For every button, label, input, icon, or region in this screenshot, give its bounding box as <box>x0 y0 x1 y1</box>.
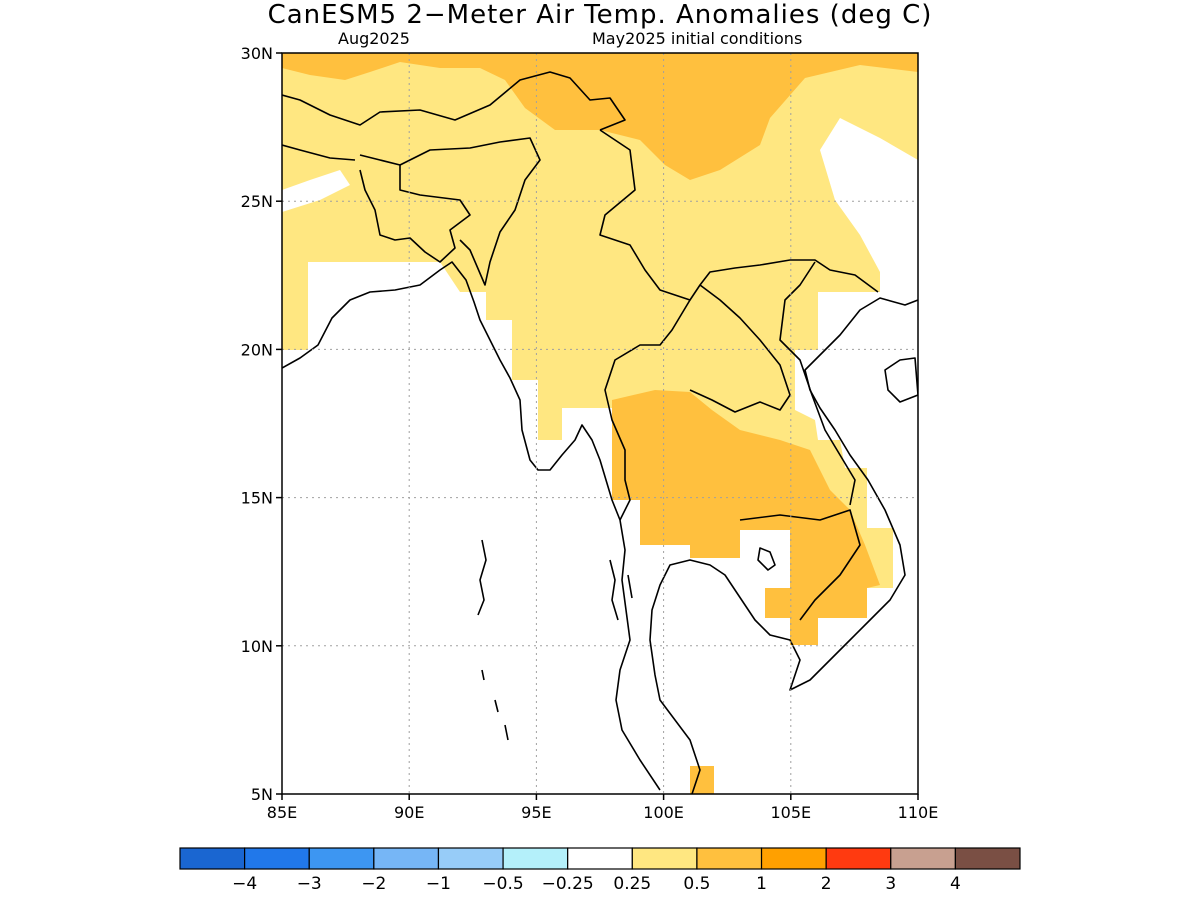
nicobar-islands <box>481 669 509 741</box>
border-myanmar-east <box>599 129 879 301</box>
tonle-sap <box>757 547 776 571</box>
colorbar-label: −1 <box>426 874 451 894</box>
border-laos-thai <box>689 284 791 413</box>
colorbar-label: −3 <box>297 874 322 894</box>
colorbar-swatch <box>825 847 892 870</box>
x-tick-label: 100E <box>643 803 684 822</box>
y-tick-label: 5N <box>251 785 273 804</box>
anomaly-region-north <box>282 53 918 180</box>
colorbar-swatch <box>954 847 1021 870</box>
colorbar-swatch <box>244 847 310 870</box>
coastline-west <box>282 261 661 791</box>
axis-ticks: 85E 90E 95E 100E 105E 110E 5N 10N 15N 20N 25N 30N <box>241 44 939 822</box>
colorbar-swatch <box>631 847 698 870</box>
forecast-month: Aug2025 <box>338 29 410 48</box>
x-tick-label: 85E <box>267 803 297 822</box>
colorbar-label: 4 <box>950 874 961 894</box>
map-title: CanESM5 2−Meter Air Temp. Anomalies (deg… <box>267 0 933 30</box>
x-tick-label: 95E <box>521 803 551 822</box>
colorbar-swatch <box>760 847 827 870</box>
colorbar-label: −0.5 <box>482 874 523 894</box>
initial-conditions-label: May2025 initial conditions <box>592 29 803 48</box>
y-tick-label: 25N <box>241 192 273 211</box>
plot-frame <box>281 52 919 795</box>
colorbar-label: 0.25 <box>613 874 651 894</box>
border-cambodia <box>739 509 861 621</box>
x-tick-label: 110E <box>898 803 939 822</box>
colorbar-label: 3 <box>885 874 896 894</box>
colorbar-label: −0.25 <box>542 874 594 894</box>
anomaly-region-southeast <box>612 390 880 645</box>
x-tick-label: 90E <box>394 803 424 822</box>
colorbar-label: −2 <box>361 874 386 894</box>
y-tick-label: 15N <box>241 489 273 508</box>
border-laos-vietnam <box>779 261 856 506</box>
colorbar-swatch <box>696 847 763 870</box>
x-tick-label: 105E <box>770 803 811 822</box>
colorbar-swatch <box>502 847 569 870</box>
colorbar-label: −4 <box>232 874 257 894</box>
colorbar-label: 2 <box>821 874 832 894</box>
anomaly-cutout-bengal <box>282 170 350 212</box>
y-tick-label: 20N <box>241 340 273 359</box>
y-tick-label: 30N <box>241 44 273 63</box>
gridlines <box>282 53 918 794</box>
hainan-coast <box>884 357 918 403</box>
colorbar-label: 0.5 <box>683 874 710 894</box>
mergui-archipelago <box>609 559 633 621</box>
colorbar-swatch <box>179 847 246 870</box>
colorbar-swatch <box>437 847 504 870</box>
border-india-china <box>282 71 626 131</box>
border-bangladesh <box>359 154 471 263</box>
border-nepal <box>282 144 356 161</box>
colorbar-swatch <box>567 847 633 870</box>
colorbar: −4 −3 −2 −1 −0.5 −0.25 0.25 0.5 1 2 3 4 <box>179 847 1021 894</box>
colorbar-swatch <box>308 847 375 870</box>
andaman-islands <box>477 539 487 616</box>
colorbar-swatch <box>373 847 440 870</box>
border-thai-myanmar <box>604 299 691 521</box>
colorbar-swatch <box>890 847 956 870</box>
colorbar-label: 1 <box>756 874 767 894</box>
y-tick-label: 10N <box>241 637 273 656</box>
coastline-borders <box>282 71 918 794</box>
border-northeast-india <box>399 137 541 286</box>
